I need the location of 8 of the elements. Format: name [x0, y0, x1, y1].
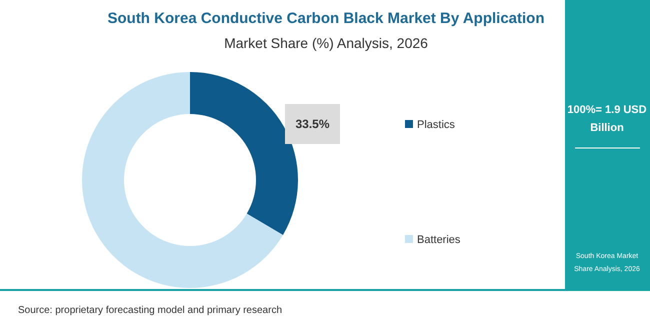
donut-slice [82, 72, 283, 288]
chart-subtitle: Market Share (%) Analysis, 2026 [224, 35, 428, 51]
legend-label: Plastics [417, 119, 456, 131]
source-note: Source: proprietary forecasting model and primary research [18, 305, 282, 316]
legend-label: Batteries [417, 234, 461, 246]
data-label: 33.5% [295, 117, 330, 131]
chart-title: South Korea Conductive Carbon Black Market By Application [107, 10, 545, 27]
text: 100%= 1.9 USD Billion [567, 104, 647, 134]
